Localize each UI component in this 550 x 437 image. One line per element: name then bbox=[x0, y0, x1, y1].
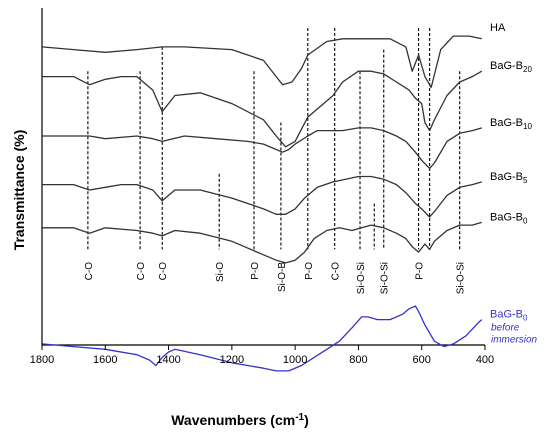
series-line bbox=[42, 70, 483, 148]
series-line bbox=[41, 35, 482, 89]
series-label: HA bbox=[490, 22, 506, 34]
series-label: BaG-B20 bbox=[490, 60, 532, 74]
series-line bbox=[41, 305, 483, 372]
x-tick-label: 400 bbox=[476, 354, 494, 366]
x-tick-label: 1400 bbox=[156, 354, 180, 366]
marker-lines bbox=[87, 28, 461, 250]
x-tick-group: 1800 1600 1400 1200 1000 800 600 400 bbox=[30, 345, 494, 366]
bond-annotation: Si-O-Si bbox=[356, 262, 367, 294]
x-axis-title: Wavenumbers (cm-1) bbox=[171, 412, 309, 428]
bond-annotation: P-O bbox=[415, 262, 426, 280]
series-label: BaG-B5 bbox=[490, 171, 528, 185]
series-label: BaG-B0 bbox=[490, 309, 528, 323]
x-tick-label: 1600 bbox=[93, 354, 117, 366]
bond-annotation: Si-O bbox=[215, 262, 226, 282]
x-tick-label: 800 bbox=[349, 354, 367, 366]
bond-annotation: C-O bbox=[136, 262, 147, 281]
annotation-group: C-O C-O C-O Si-O P-O Si-O-B P-O C-O Si-O-Si Si-O-… bbox=[84, 262, 467, 295]
series-labels: HABaG-B20BaG-B10BaG-B5BaG-B0BaG-B0before… bbox=[490, 22, 538, 346]
bond-annotation: P-O bbox=[250, 262, 261, 280]
x-tick-label: 1800 bbox=[30, 354, 54, 366]
series-line bbox=[42, 127, 482, 170]
bond-annotation: C-O bbox=[84, 262, 95, 281]
series-label: BaG-B10 bbox=[490, 117, 532, 131]
bond-annotation: C-O bbox=[331, 262, 342, 281]
x-tick-label: 600 bbox=[413, 354, 431, 366]
y-axis-title: Transmittance (%) bbox=[11, 130, 27, 251]
series-label: BaG-B0 bbox=[490, 211, 528, 225]
series-line bbox=[42, 221, 482, 264]
series-group bbox=[41, 35, 483, 372]
axes bbox=[41, 8, 485, 346]
bond-annotation: Si-O-Si bbox=[380, 262, 391, 294]
series-line bbox=[42, 175, 482, 218]
bond-annotation: C-O bbox=[158, 262, 169, 281]
series-label-note: immersion bbox=[491, 335, 538, 346]
bond-annotation: Si-O-B bbox=[277, 262, 288, 292]
bond-annotation: Si-O-Si bbox=[456, 262, 467, 294]
series-label-note: before bbox=[491, 323, 520, 334]
x-tick-label: 1000 bbox=[283, 354, 307, 366]
x-tick-label: 1200 bbox=[220, 354, 244, 366]
bond-annotation: P-O bbox=[304, 262, 315, 280]
